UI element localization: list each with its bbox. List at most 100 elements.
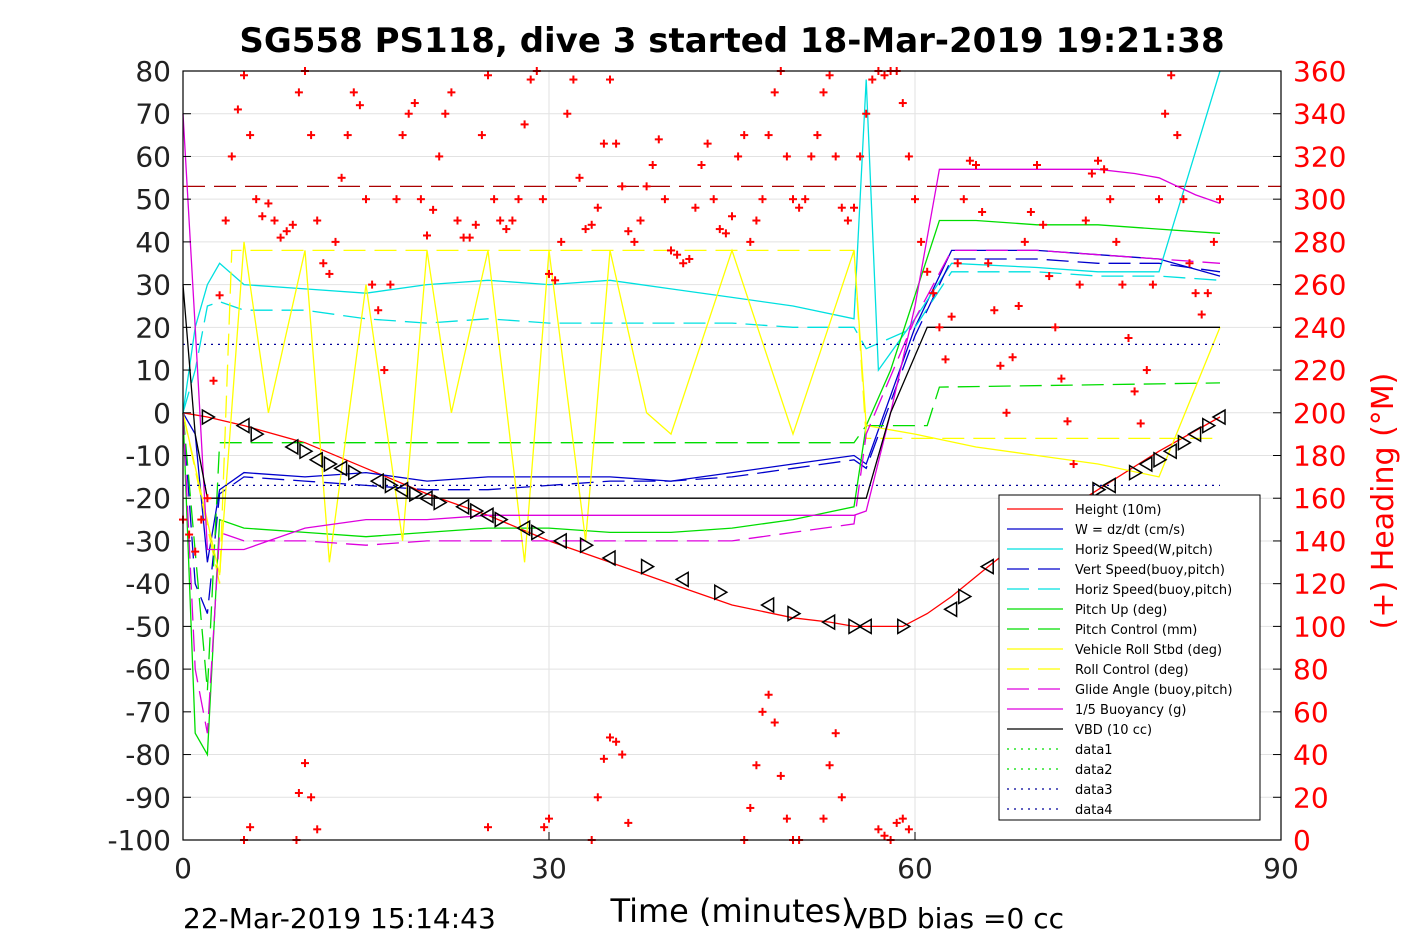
heading-point-28: [349, 88, 358, 97]
heading-point-128: [959, 195, 968, 204]
heading-point-150: [1094, 156, 1102, 165]
depth-marker-1: [235, 417, 250, 434]
y2-tick-label-12: 120: [1293, 568, 1346, 601]
heading-point-132: [984, 259, 993, 268]
legend-label-5: Pitch Up (deg): [1075, 603, 1167, 618]
legend-label-2: Horiz Speed(W,pitch): [1075, 543, 1213, 558]
heading-point-157: [1136, 419, 1145, 428]
series-line-10: [182, 113, 1221, 551]
heading-point-146: [1069, 460, 1078, 469]
y-tick-label-9: -10: [125, 440, 171, 473]
heading-point-170: [1216, 195, 1224, 204]
heading-low-point-23: [776, 771, 785, 780]
y-tick-label-16: -80: [125, 739, 171, 772]
y2-tick-label-16: 40: [1293, 739, 1329, 772]
y2-axis-label: (+) Heading (°M): [1366, 373, 1401, 630]
heading-point-38: [410, 99, 419, 108]
depth-marker-35: [979, 558, 994, 575]
heading-low-point-6: [313, 825, 322, 834]
y2-tick-label-15: 60: [1293, 696, 1329, 729]
x-tick-label-0: 0: [174, 852, 192, 885]
heading-point-135: [1002, 408, 1011, 417]
heading-low-point-35: [898, 814, 907, 823]
heading-point-167: [1197, 310, 1206, 319]
heading-point-85: [697, 160, 706, 169]
legend-label-14: data3: [1075, 783, 1113, 798]
depth-marker-15: [455, 498, 470, 516]
heading-point-17: [282, 227, 291, 236]
depth-marker-7: [333, 460, 348, 477]
heading-point-76: [642, 182, 651, 191]
y-tick-label-12: -40: [125, 568, 171, 601]
heading-point-161: [1161, 109, 1170, 118]
heading-low-point-15: [618, 750, 627, 759]
heading-point-122: [923, 267, 932, 276]
depth-marker-5: [308, 451, 323, 469]
heading-low-point-8: [540, 823, 549, 832]
heading-point-3: [197, 515, 206, 524]
depth-marker-0: [201, 408, 216, 426]
heading-point-120: [911, 195, 919, 204]
heading-low-point-18: [746, 803, 755, 812]
heading-point-65: [575, 173, 584, 182]
heading-point-109: [843, 216, 852, 225]
series-line-5: [182, 219, 1221, 757]
heading-point-26: [337, 173, 346, 182]
heading-point-119: [904, 152, 913, 161]
heading-point-88: [715, 225, 724, 234]
heading-low-point-22: [770, 718, 779, 727]
depth-marker-16: [470, 502, 485, 520]
heading-point-56: [520, 120, 529, 129]
heading-point-4: [203, 494, 212, 503]
heading-low-point-12: [599, 754, 608, 763]
heading-point-141: [1039, 220, 1048, 229]
heading-point-107: [831, 152, 840, 161]
heading-point-154: [1118, 280, 1127, 289]
y-tick-label-8: 0: [153, 397, 171, 430]
heading-low-point-28: [825, 761, 834, 770]
heading-point-36: [398, 131, 407, 140]
heading-point-21: [307, 131, 316, 140]
y-tick-label-15: -70: [125, 696, 171, 729]
y2-tick-label-6: 240: [1293, 311, 1346, 344]
heading-point-34: [386, 280, 395, 289]
series-line-6: [182, 382, 1221, 691]
legend-label-1: W = dz/dt (cm/s): [1075, 523, 1185, 538]
heading-point-137: [1014, 301, 1023, 310]
depth-marker-19: [516, 519, 531, 537]
heading-point-124: [935, 323, 944, 332]
y2-tick-label-14: 80: [1293, 653, 1329, 686]
depth-marker-12: [409, 485, 424, 503]
heading-point-87: [709, 195, 718, 204]
y-tick-label-17: -90: [125, 781, 171, 814]
heading-point-134: [996, 361, 1005, 370]
heading-point-101: [795, 203, 804, 212]
y2-tick-label-2: 320: [1293, 140, 1346, 173]
y-tick-label-3: 50: [135, 183, 171, 216]
heading-point-138: [1020, 237, 1029, 246]
heading-point-163: [1173, 131, 1182, 140]
heading-point-133: [990, 306, 999, 315]
heading-point-127: [953, 259, 962, 268]
heading-low-point-36: [904, 825, 913, 834]
heading-point-79: [660, 195, 669, 204]
heading-point-15: [270, 216, 279, 225]
legend-label-7: Vehicle Roll Stbd (deg): [1075, 643, 1222, 658]
depth-marker-4: [299, 442, 314, 460]
y-axis-right: 3603403203002802602402202001801601401201…: [1273, 55, 1346, 857]
legend-label-4: Horiz Speed(buoy,pitch): [1075, 583, 1232, 598]
heading-low-point-21: [764, 690, 773, 699]
heading-point-144: [1057, 374, 1066, 383]
series-line-9: [182, 249, 1221, 734]
heading-point-8: [227, 152, 236, 161]
heading-point-129: [965, 156, 974, 165]
heading-low-point-20: [758, 707, 767, 716]
heading-point-140: [1033, 160, 1041, 169]
legend-label-11: VBD (10 cc): [1075, 723, 1152, 738]
heading-low-point-19: [752, 761, 761, 770]
heading-point-123: [929, 289, 938, 298]
y2-tick-label-13: 100: [1293, 610, 1346, 643]
heading-point-90: [728, 212, 736, 221]
y-tick-label-2: 60: [135, 140, 171, 173]
